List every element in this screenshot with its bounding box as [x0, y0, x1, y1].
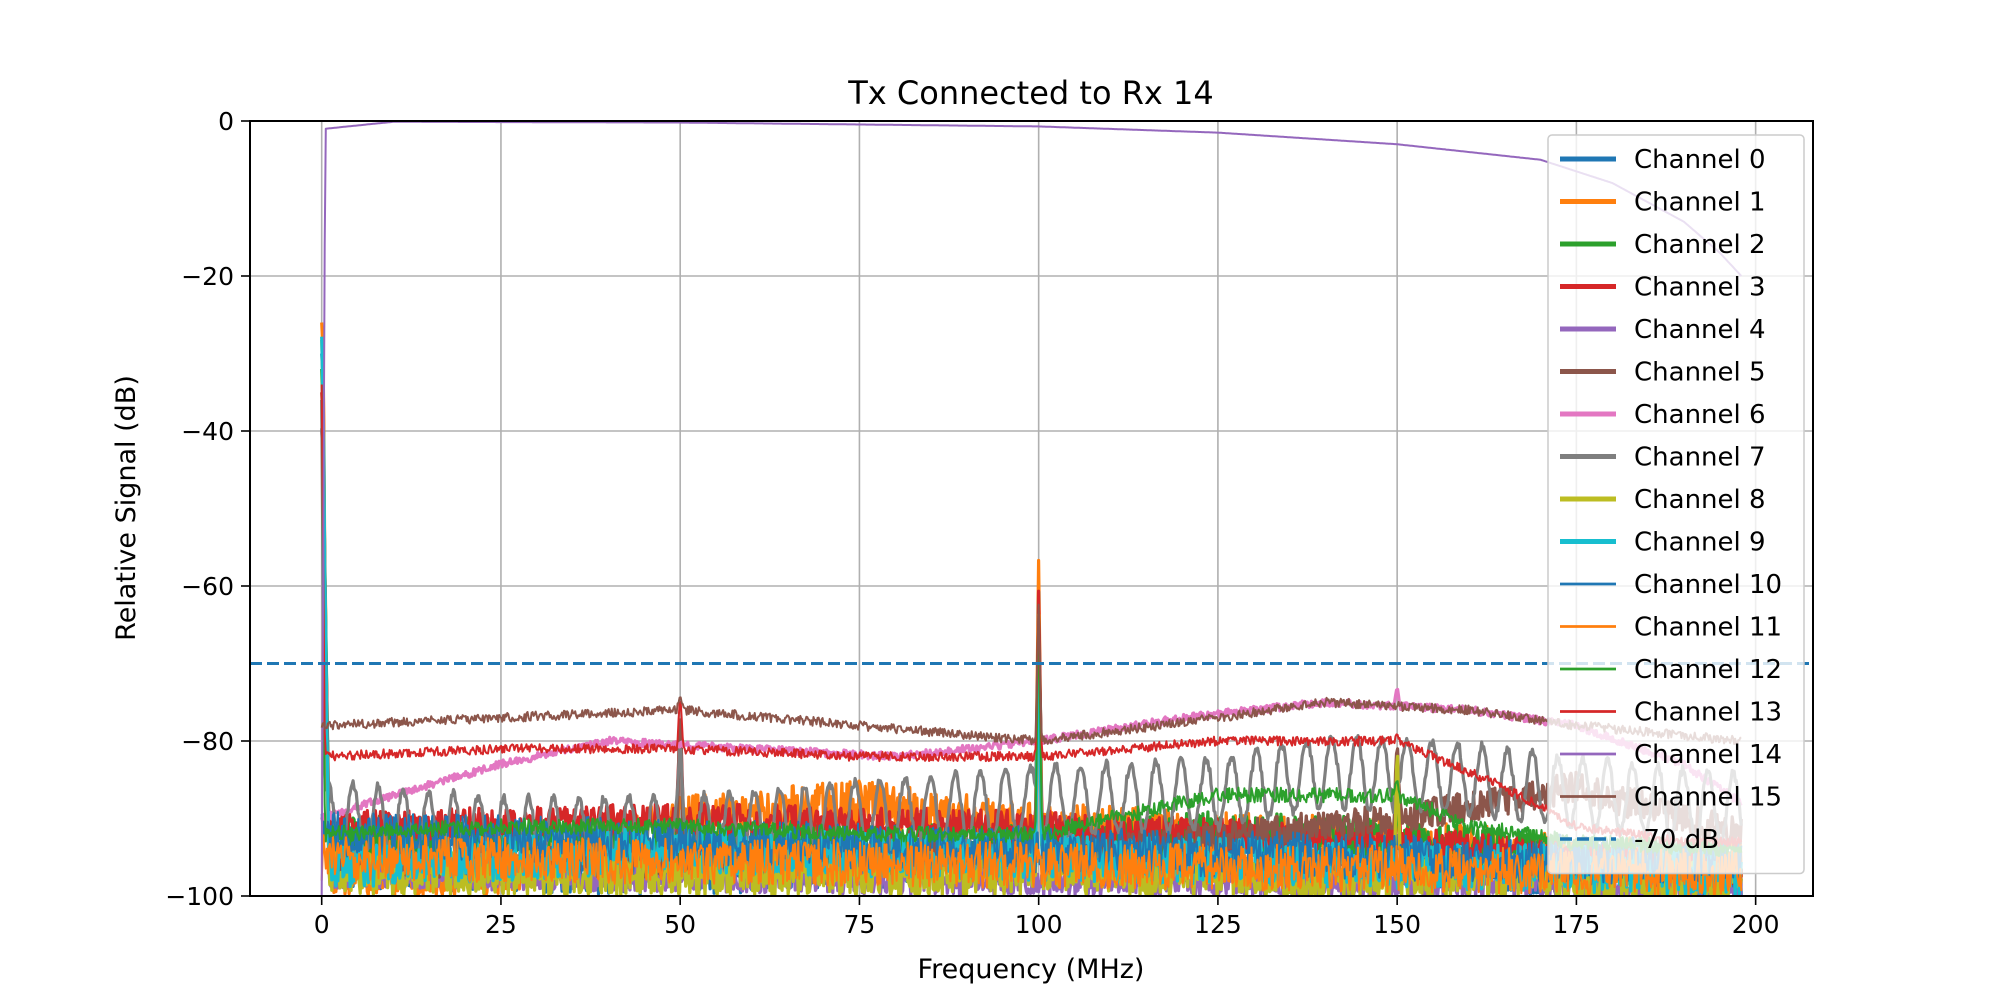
legend-label: Channel 2	[1634, 230, 1766, 260]
x-tick-label: 25	[485, 910, 517, 939]
x-tick-label: 0	[314, 910, 330, 939]
legend-box	[1547, 134, 1805, 875]
y-tick-label: 0	[218, 107, 234, 136]
x-tick-label: 150	[1373, 910, 1421, 939]
legend-label: Channel 13	[1634, 698, 1782, 728]
legend-label: Channel 5	[1634, 358, 1766, 388]
series-line-14	[320, 121, 1743, 896]
legend-label: Channel 11	[1634, 613, 1782, 643]
y-tick-label: −80	[181, 727, 234, 756]
y-tick-label: −60	[181, 572, 234, 601]
legend-label: Channel 1	[1634, 188, 1766, 218]
y-tick-label: −20	[181, 262, 234, 291]
plot-frame	[249, 120, 1814, 897]
y-tick-label: −40	[181, 417, 234, 446]
legend-label: Channel 7	[1634, 443, 1766, 473]
y-tick-label: −100	[165, 882, 234, 911]
legend-label: Channel 0	[1634, 145, 1766, 175]
series-line-11	[320, 833, 1743, 896]
legend-label: Channel 4	[1634, 315, 1766, 345]
x-tick-label: 75	[844, 910, 876, 939]
y-axis-label: Relative Signal (dB)	[111, 375, 142, 641]
x-tick-label: 125	[1194, 910, 1242, 939]
chart-title: Tx Connected to Rx 14	[847, 74, 1214, 112]
legend-label: -70 dB	[1634, 825, 1719, 855]
legend-label: Channel 8	[1634, 485, 1766, 515]
legend-label: Channel 6	[1634, 400, 1766, 430]
y-axis: 0 −20 −40 −60 −80 −100	[165, 107, 250, 911]
x-tick-label: 100	[1015, 910, 1063, 939]
series-line-13	[320, 384, 1743, 847]
legend-label: Channel 3	[1634, 273, 1766, 303]
x-axis-label: Frequency (MHz)	[918, 954, 1145, 985]
legend: Channel 0 Channel 1 Channel 2 Channel 3 Chan…	[1547, 134, 1805, 875]
series-line-15	[320, 603, 1742, 746]
legend-label: Channel 10	[1634, 570, 1782, 600]
x-tick-label: 175	[1553, 910, 1601, 939]
x-tick-label: 200	[1732, 910, 1780, 939]
legend-label: Channel 15	[1634, 783, 1782, 813]
series-line-12	[320, 384, 1743, 858]
series-group	[250, 121, 1813, 896]
legend-label: Channel 9	[1634, 528, 1766, 558]
legend-label: Channel 12	[1634, 655, 1782, 685]
x-tick-label: 50	[664, 910, 696, 939]
x-axis: 0 25 50 75 100 125 150 175 200	[314, 896, 1780, 939]
legend-label: Channel 14	[1634, 740, 1782, 770]
